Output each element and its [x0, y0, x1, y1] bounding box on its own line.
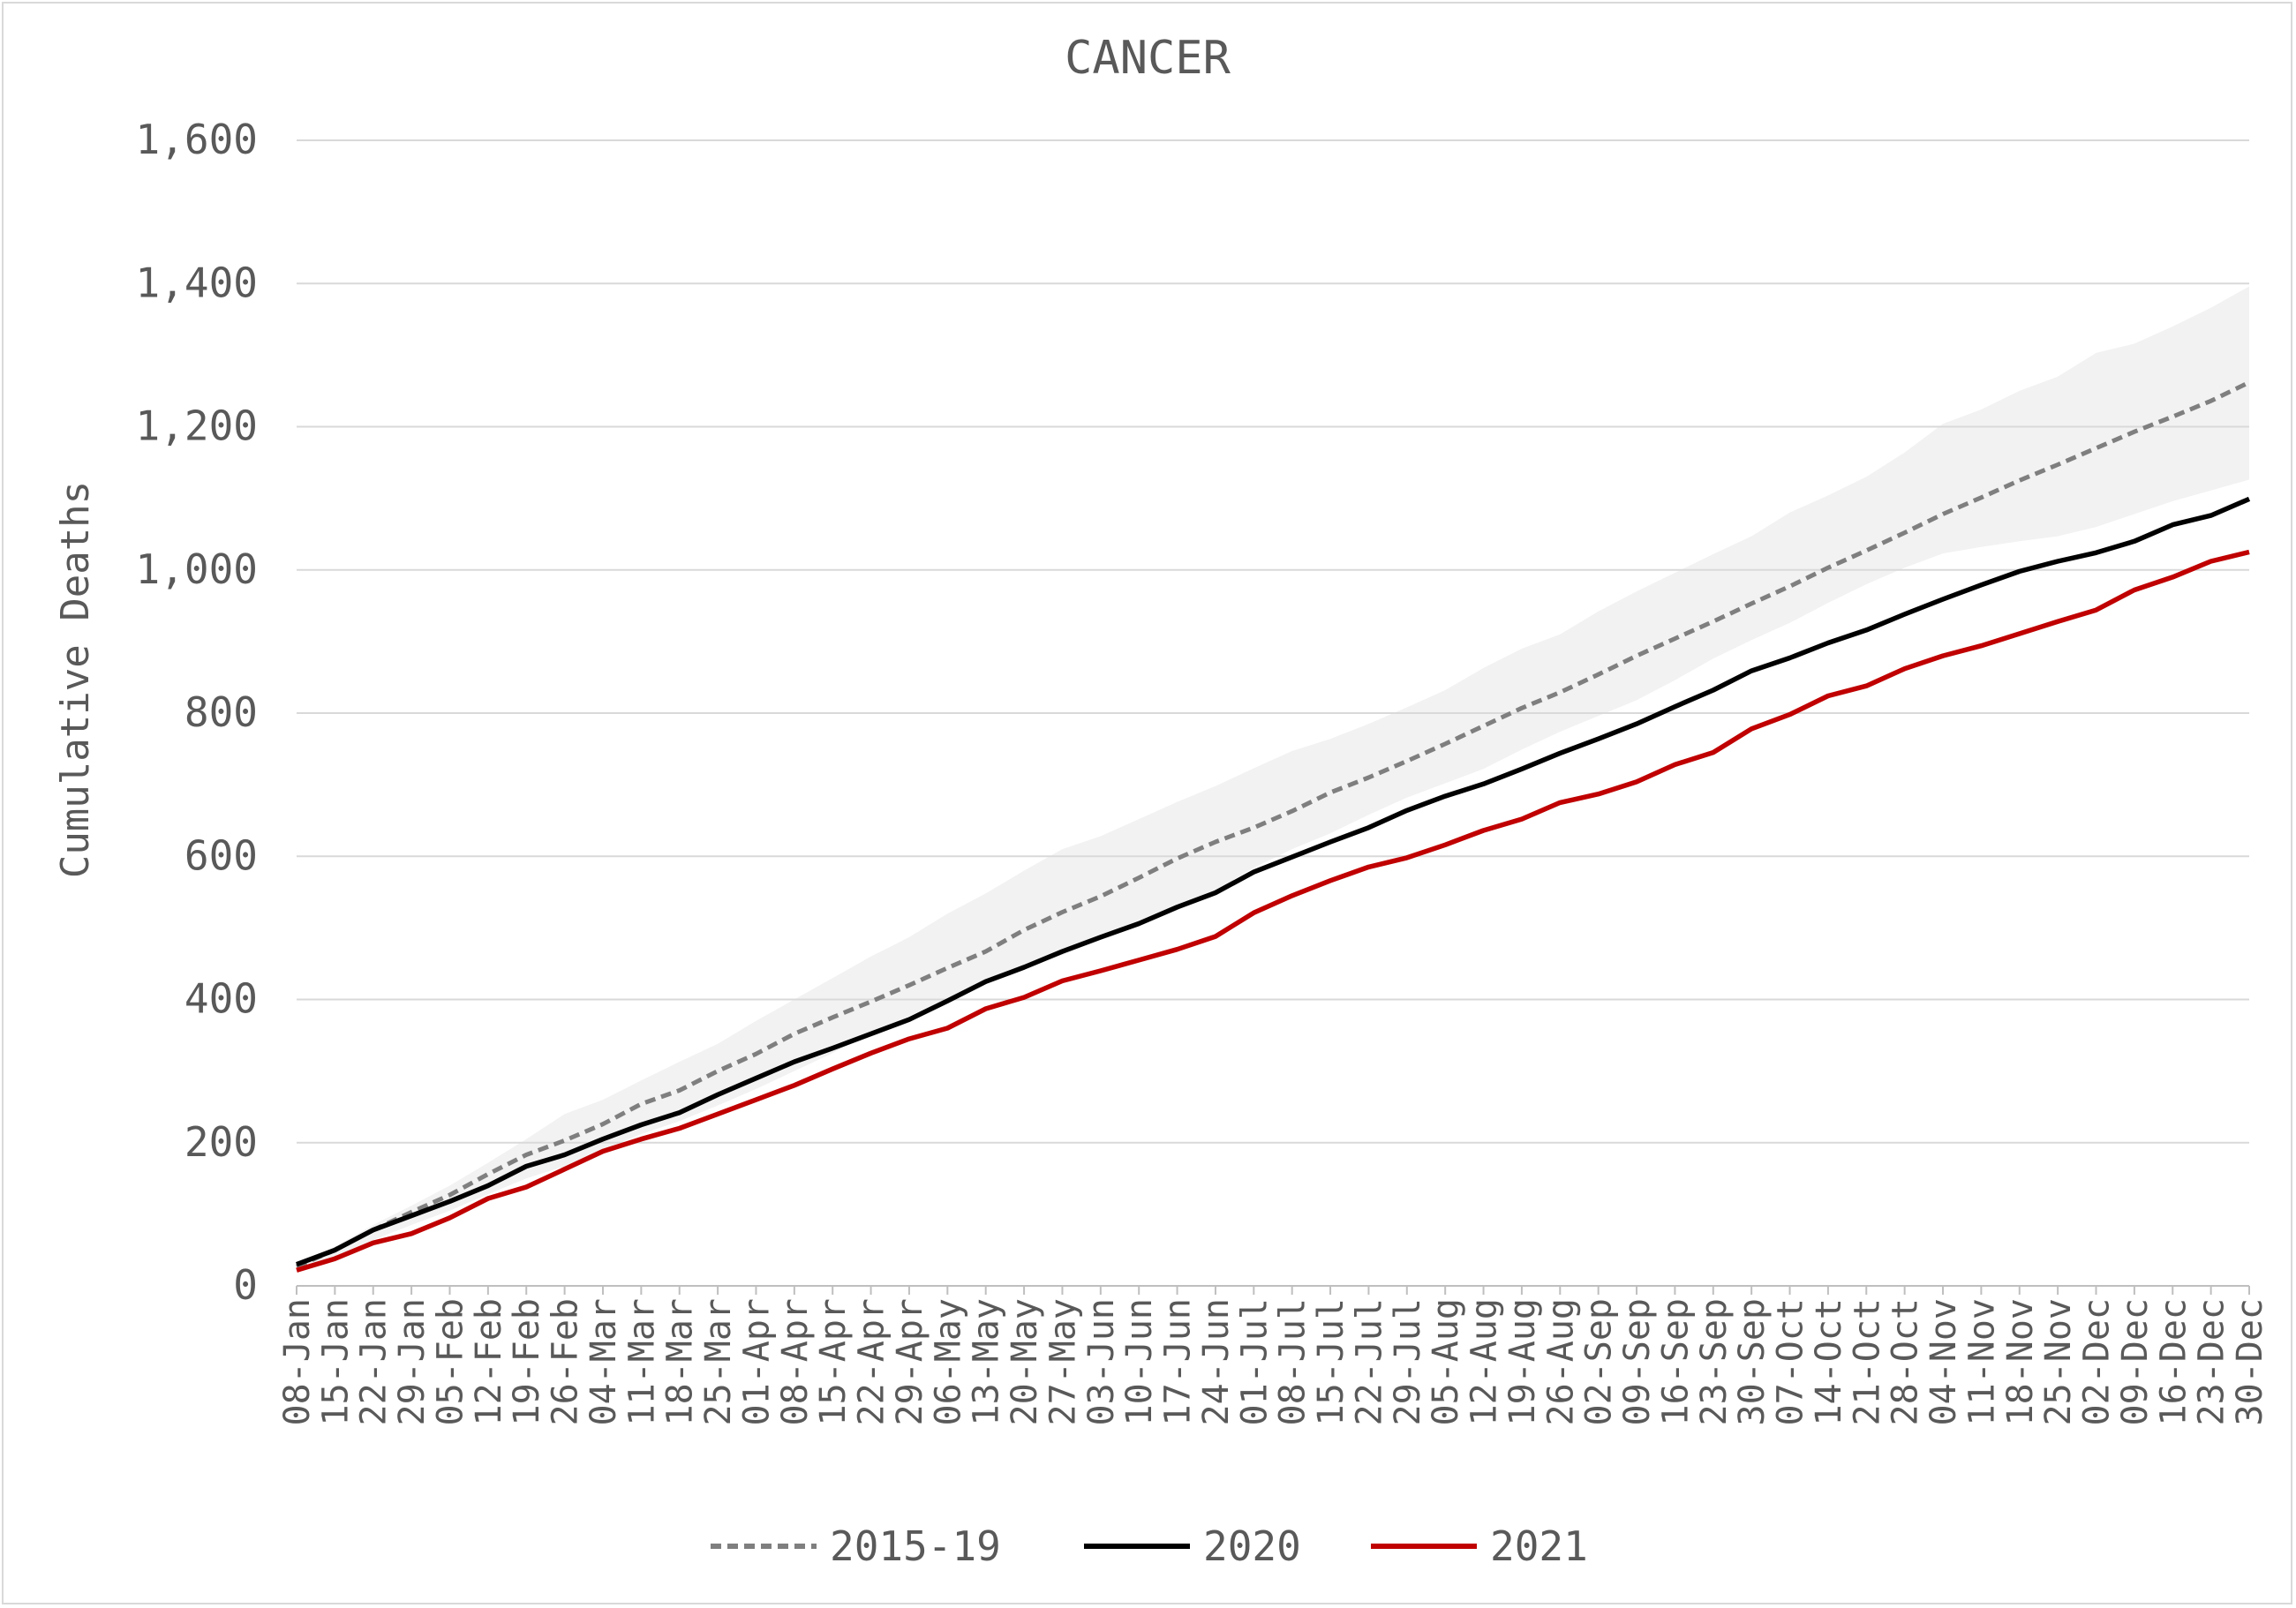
y-tick-label: 1,200 [136, 402, 258, 450]
x-tick-label: 22-Apr [852, 1298, 892, 1426]
y-tick-labels: 0 200 400 600 800 1,000 1,200 1,400 1,600 [136, 116, 258, 1309]
x-tick-label: 12-Aug [1464, 1298, 1505, 1426]
x-tick-label: 30-Sep [1732, 1298, 1773, 1426]
x-tick-label: 26-Aug [1540, 1298, 1581, 1426]
x-tick-label: 16-Sep [1655, 1298, 1696, 1426]
x-tick-label: 04-Nov [1923, 1298, 1964, 1426]
x-tick-label: 28-Oct [1886, 1298, 1926, 1426]
x-tick-label: 21-Oct [1847, 1298, 1887, 1426]
y-tick-label: 400 [184, 975, 258, 1023]
x-tick-label: 01-Jul [1234, 1298, 1275, 1426]
y-tick-label: 600 [184, 831, 258, 879]
series-line-2020 [296, 496, 2251, 1267]
x-tick-label: 27-May [1043, 1298, 1084, 1426]
x-tick-label: 05-Feb [431, 1298, 471, 1426]
x-tick-label: 18-Nov [2000, 1298, 2041, 1426]
legend-label-2021: 2021 [1490, 1522, 1588, 1570]
y-axis-label: Cumulative Deaths [53, 481, 98, 878]
x-tick-label: 10-Jun [1119, 1298, 1160, 1426]
x-tick-label: 29-Jul [1388, 1298, 1428, 1426]
x-tick-label: 12-Feb [469, 1298, 509, 1426]
x-tick-labels: 08-Jan15-Jan22-Jan29-Jan05-Feb12-Feb19-F… [277, 1286, 2270, 1426]
x-tick-label: 29-Apr [890, 1298, 930, 1426]
x-tick-label: 22-Jul [1349, 1298, 1389, 1426]
x-tick-label: 20-May [1005, 1298, 1045, 1426]
x-tick-label: 25-Nov [2038, 1298, 2079, 1426]
x-tick-label: 22-Jan [354, 1298, 395, 1426]
x-tick-label: 19-Feb [507, 1298, 547, 1426]
x-tick-label: 15-Jul [1311, 1298, 1351, 1426]
x-tick-label: 08-Jan [277, 1298, 318, 1426]
y-tick-label: 0 [233, 1261, 258, 1309]
range-band [297, 286, 2249, 1271]
x-tick-label: 02-Dec [2077, 1298, 2118, 1426]
x-tick-label: 05-Aug [1426, 1298, 1466, 1426]
x-tick-label: 16-Dec [2153, 1298, 2194, 1426]
x-tick-label: 18-Mar [660, 1298, 701, 1426]
y-tick-label: 1,600 [136, 116, 258, 163]
x-tick-label: 30-Dec [2230, 1298, 2270, 1426]
x-tick-label: 01-Apr [737, 1298, 778, 1426]
x-tick-label: 13-May [967, 1298, 1007, 1426]
x-tick-label: 23-Dec [2192, 1298, 2232, 1426]
x-tick-label: 08-Apr [775, 1298, 816, 1426]
band-layer [297, 286, 2249, 1271]
x-tick-label: 29-Jan [392, 1298, 433, 1426]
x-tick-label: 23-Sep [1694, 1298, 1735, 1426]
x-tick-label: 25-Mar [698, 1298, 739, 1426]
y-tick-label: 200 [184, 1118, 258, 1166]
x-tick-label: 26-Feb [546, 1298, 586, 1426]
x-tick-label: 11-Mar [621, 1298, 662, 1426]
y-tick-label: 1,400 [136, 259, 258, 306]
x-tick-label: 02-Sep [1579, 1298, 1620, 1426]
series-line-2021 [296, 549, 2250, 1273]
legend-label-2020: 2020 [1203, 1522, 1301, 1570]
x-tick-label: 11-Nov [1961, 1298, 2002, 1426]
x-tick-label: 19-Aug [1502, 1298, 1543, 1426]
legend: 2015-19 2020 2021 [711, 1522, 1588, 1570]
x-tick-label: 03-Jun [1081, 1298, 1122, 1426]
x-tick-label: 09-Sep [1617, 1298, 1658, 1426]
x-tick-label: 24-Jun [1196, 1298, 1237, 1426]
x-tick-label: 07-Oct [1771, 1298, 1811, 1426]
x-tick-label: 06-May [928, 1298, 968, 1426]
x-tick-label: 04-Mar [583, 1298, 624, 1426]
legend-label-2015-19: 2015-19 [830, 1522, 1001, 1570]
y-tick-label: 800 [184, 688, 258, 736]
x-tick-label: 14-Oct [1809, 1298, 1849, 1426]
series-lines [296, 379, 2251, 1273]
x-tick-label: 17-Jun [1158, 1298, 1199, 1426]
series-line-2015-19 [296, 379, 2251, 1269]
x-tick-label: 15-Apr [813, 1298, 854, 1426]
x-tick-label: 08-Jul [1273, 1298, 1314, 1426]
y-tick-label: 1,000 [136, 545, 258, 593]
x-tick-label: 09-Dec [2115, 1298, 2156, 1426]
x-tick-label: 15-Jan [315, 1298, 356, 1426]
chart-title: CANCER [1065, 32, 1231, 85]
